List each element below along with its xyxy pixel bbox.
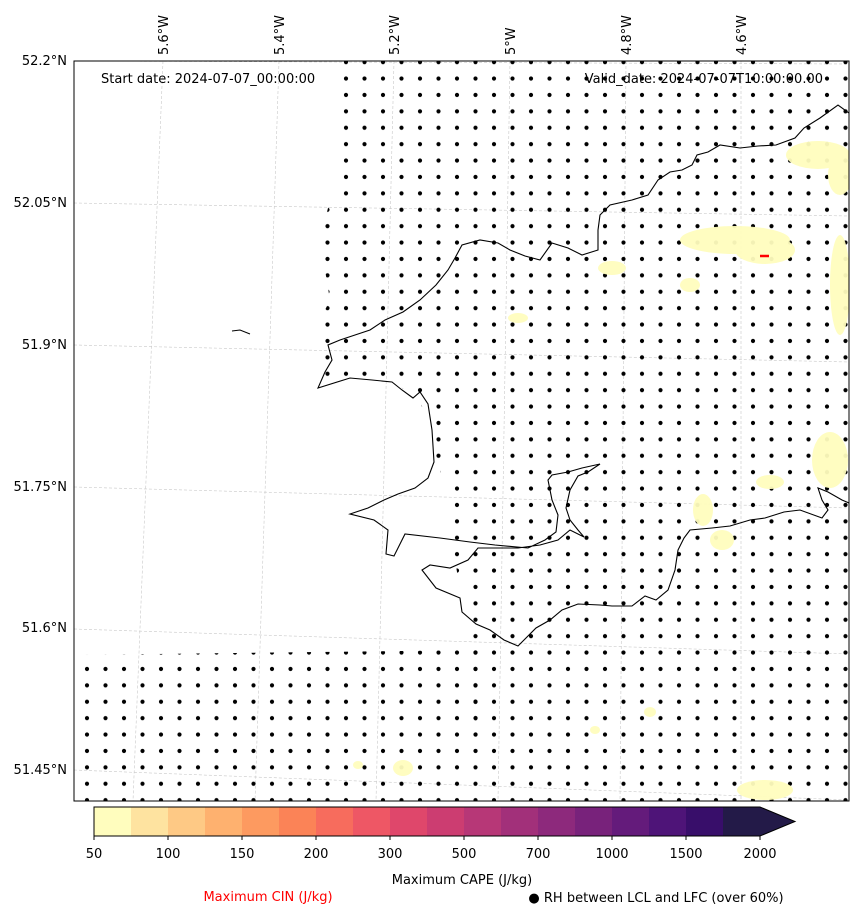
colorbar-swatch xyxy=(242,807,280,836)
colorbar-label: Maximum CAPE (J/kg) xyxy=(392,873,532,888)
colorbar-swatch xyxy=(575,807,613,836)
colorbar-swatch xyxy=(464,807,502,836)
colorbar-tick-label: 2000 xyxy=(743,847,776,862)
coastline-island xyxy=(231,329,251,335)
colorbar-swatch xyxy=(205,807,243,836)
cin-legend-label: Maximum CIN (J/kg) xyxy=(203,890,332,905)
start-date-label: Start date: 2024-07-07_00:00:00 xyxy=(101,72,315,87)
colorbar-swatch xyxy=(279,807,317,836)
colorbar-extend-arrow xyxy=(760,807,795,836)
colorbar-swatch xyxy=(168,807,206,836)
colorbar-swatch xyxy=(723,807,761,836)
colorbar-tick-label: 700 xyxy=(526,847,551,862)
lat-label: 52.05°N xyxy=(14,196,67,211)
lat-label: 51.75°N xyxy=(14,480,67,495)
lat-label: 52.2°N xyxy=(22,54,67,69)
colorbar-swatch xyxy=(538,807,576,836)
lat-label: 51.45°N xyxy=(14,763,67,778)
rh-dot-field xyxy=(74,61,849,801)
colorbar-tick-label: 200 xyxy=(304,847,329,862)
colorbar-tick-label: 300 xyxy=(378,847,403,862)
colorbar-swatch xyxy=(353,807,391,836)
colorbar-swatch xyxy=(501,807,539,836)
colorbar-swatch xyxy=(316,807,354,836)
colorbar-ticks: 50 100 150 200 300 500 700 1000 1500 2000 xyxy=(86,836,777,862)
cape-shading xyxy=(353,141,849,800)
lon-label: 5.4°W xyxy=(273,15,288,55)
colorbar-outline xyxy=(93,806,797,837)
colorbar-swatch xyxy=(649,807,687,836)
colorbar-swatch xyxy=(612,807,650,836)
colorbar-tick-label: 500 xyxy=(452,847,477,862)
colorbar-tick-label: 50 xyxy=(86,847,103,862)
colorbar-swatch xyxy=(390,807,428,836)
map-frame xyxy=(73,60,850,802)
colorbar-swatch xyxy=(686,807,724,836)
lon-label: 4.6°W xyxy=(735,15,750,55)
longitude-labels: 5.6°W 5.4°W 5.2°W 5°W 4.8°W 4.6°W xyxy=(157,15,750,55)
lon-label: 5°W xyxy=(504,27,519,55)
colorbar-tick-label: 1500 xyxy=(669,847,702,862)
colorbar-swatch xyxy=(94,807,132,836)
rh-legend-label: ● RH between LCL and LFC (over 60%) xyxy=(528,891,783,906)
latitude-labels: 52.2°N 52.05°N 51.9°N 51.75°N 51.6°N 51.… xyxy=(14,54,67,778)
lon-label: 5.6°W xyxy=(157,15,172,55)
colorbar-tick-label: 150 xyxy=(230,847,255,862)
colorbar xyxy=(93,806,797,837)
map-area xyxy=(74,61,849,801)
coastline-north xyxy=(317,104,849,647)
rh-region-south xyxy=(74,650,490,801)
lon-label: 4.8°W xyxy=(620,15,635,55)
lat-label: 51.9°N xyxy=(22,338,67,353)
lon-label: 5.2°W xyxy=(388,15,403,55)
valid-date-label: Valid_date: 2024-07-07T10:00:00.00 xyxy=(585,72,823,87)
colorbar-tick-label: 1000 xyxy=(595,847,628,862)
colorbar-swatch xyxy=(131,807,169,836)
colorbar-swatch xyxy=(427,807,465,836)
colorbar-tick-label: 100 xyxy=(156,847,181,862)
lat-label: 51.6°N xyxy=(22,621,67,636)
